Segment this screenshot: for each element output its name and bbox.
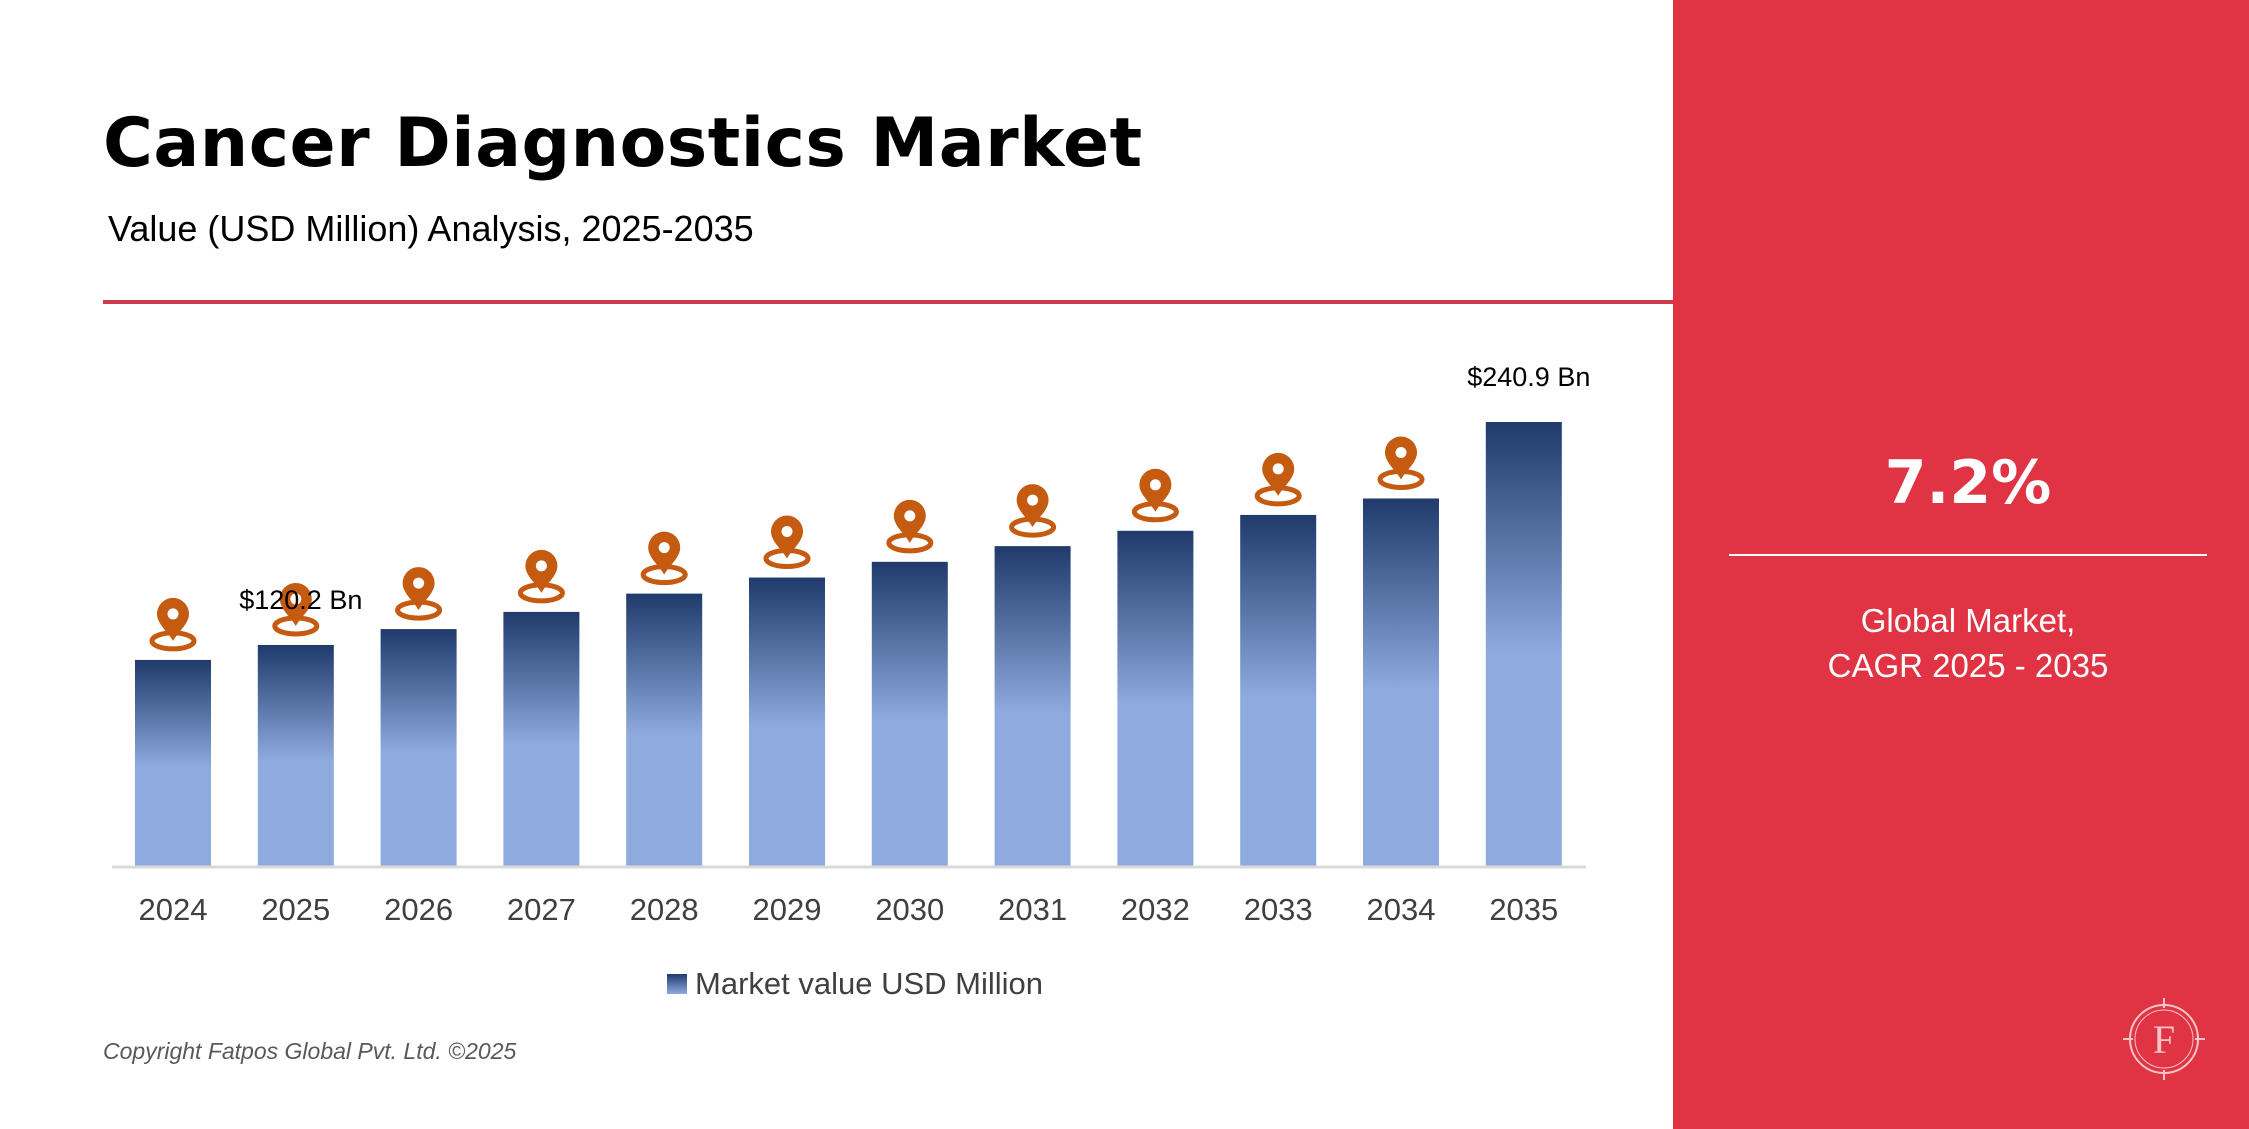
bar-2029 xyxy=(749,577,825,867)
x-tick-label: 2024 xyxy=(139,892,208,927)
legend-label: Market value USD Million xyxy=(695,966,1043,1001)
bar-chart: $120.2 Bn$240.9 Bn 2024 2025 2026 2027 2028 2… xyxy=(112,362,1590,927)
title-divider xyxy=(103,300,1673,304)
x-tick-label: 2028 xyxy=(630,892,699,927)
x-tick-label: 2035 xyxy=(1489,892,1558,927)
location-pin-icon xyxy=(640,531,688,586)
cagr-panel: 7.2% Global Market, CAGR 2025 - 2035 F xyxy=(1673,0,2249,1129)
markers-layer xyxy=(149,436,1425,652)
bar-2033 xyxy=(1240,514,1317,867)
x-tick-label: 2031 xyxy=(998,892,1067,927)
bar-2026 xyxy=(380,629,457,867)
bar-2034 xyxy=(1363,498,1439,867)
page-subtitle: Value (USD Million) Analysis, 2025-2035 xyxy=(108,208,754,249)
bar-2032 xyxy=(1117,530,1194,867)
bar-2031 xyxy=(994,546,1071,867)
x-tick-label: 2029 xyxy=(753,892,822,927)
labels-layer: $120.2 Bn $240.9 Bn xyxy=(239,362,1590,615)
bars-layer xyxy=(135,422,1562,867)
chart-legend: Market value USD Million xyxy=(667,966,1043,1002)
panel-divider xyxy=(1729,554,2207,556)
ticks-layer: 2024 2025 2026 2027 2028 2029 2030 2031 2032 2033… xyxy=(139,892,1559,927)
bar-2025 xyxy=(257,644,334,867)
cagr-label-line-2: CAGR 2025 - 2035 xyxy=(1827,647,2109,684)
location-pin-icon xyxy=(1377,436,1425,490)
location-pin-icon xyxy=(395,567,443,621)
location-pin-icon xyxy=(763,515,811,570)
location-pin-icon xyxy=(1131,468,1179,523)
bar-2028 xyxy=(626,593,703,867)
location-pin-icon xyxy=(149,597,197,652)
bar-2030 xyxy=(871,561,948,867)
legend-swatch xyxy=(667,974,687,994)
cagr-label: Global Market, CAGR 2025 - 2035 xyxy=(1673,598,2249,688)
location-pin-icon xyxy=(1009,484,1057,538)
page-title: Cancer Diagnostics Market xyxy=(103,104,1143,183)
logo-letter: F xyxy=(2153,1017,2175,1062)
x-tick-label: 2026 xyxy=(384,892,453,927)
data-label: $240.9 Bn xyxy=(1467,362,1590,392)
x-tick-label: 2027 xyxy=(507,892,576,927)
x-tick-label: 2030 xyxy=(875,892,944,927)
copyright-text: Copyright Fatpos Global Pvt. Ltd. ©2025 xyxy=(103,1038,517,1064)
bar-2035 xyxy=(1485,422,1562,867)
fatpos-f-logo-icon: F xyxy=(2123,998,2205,1080)
x-tick-label: 2025 xyxy=(261,892,330,927)
bar-2027 xyxy=(503,611,580,867)
bar-2024 xyxy=(135,659,211,867)
cagr-label-line-1: Global Market, xyxy=(1860,602,2076,639)
location-pin-icon xyxy=(517,549,565,604)
location-pin-icon xyxy=(272,582,320,637)
x-tick-label: 2033 xyxy=(1244,892,1313,927)
cagr-value: 7.2% xyxy=(1884,448,2052,518)
data-label: $120.2 Bn xyxy=(239,585,362,615)
location-pin-icon xyxy=(886,499,934,554)
x-tick-label: 2034 xyxy=(1367,892,1436,927)
location-pin-icon xyxy=(1254,452,1302,507)
x-tick-label: 2032 xyxy=(1121,892,1190,927)
